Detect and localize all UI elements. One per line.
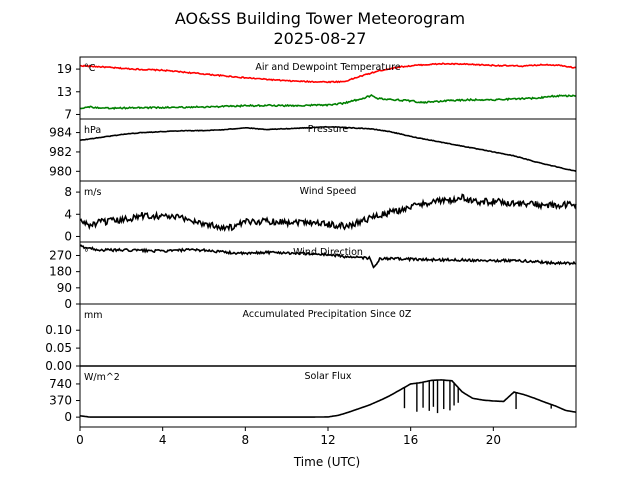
x-tick-label-4: 16	[403, 433, 418, 447]
y-tick-label-wind_dir-1: 90	[57, 281, 72, 295]
panel-unit-precip: mm	[84, 310, 103, 321]
x-tick-label-2: 8	[242, 433, 250, 447]
y-tick-label-precip-1: 0.05	[45, 341, 72, 355]
y-tick-label-pressure-0: 980	[49, 164, 72, 178]
figure-title-line2: 2025-08-27	[274, 29, 367, 48]
panel-title-wind_speed: Wind Speed	[300, 186, 357, 197]
panel-pressure: 980 982 984 hPa Pressure	[49, 118, 577, 182]
y-tick-label-solar-1: 370	[49, 394, 72, 408]
panel-unit-wind_speed: m/s	[84, 187, 101, 198]
panel-title-solar: Solar Flux	[305, 371, 352, 382]
y-tick-label-solar-0: 0	[64, 410, 72, 424]
panel-unit-wind_dir: °	[84, 248, 89, 259]
y-tick-label-wind_speed-2: 8	[64, 185, 72, 199]
y-tick-label-pressure-1: 982	[49, 145, 72, 159]
y-tick-label-temp-2: 19	[57, 62, 72, 76]
y-tick-label-solar-2: 740	[49, 377, 72, 391]
y-tick-label-pressure-2: 984	[49, 126, 72, 140]
series-line-temp-0	[79, 62, 577, 84]
panel-title-precip: Accumulated Precipitation Since 0Z	[243, 309, 412, 320]
x-tick-label-1: 4	[159, 433, 167, 447]
panel-title-temp: Air and Dewpoint Temperature	[255, 62, 400, 73]
y-tick-label-precip-0: 0.00	[45, 359, 72, 373]
panel-unit-solar: W/m^2	[84, 372, 120, 383]
series-line-wind_dir-0	[79, 244, 577, 269]
y-tick-label-wind_speed-0: 0	[64, 229, 72, 243]
panel-title-pressure: Pressure	[308, 124, 349, 135]
y-tick-label-wind_dir-0: 0	[64, 297, 72, 311]
figure-title-line1: AO&SS Building Tower Meteorogram	[175, 9, 465, 28]
panel-wind_dir: 0 90 180 270 ° Wind Direction	[49, 241, 577, 311]
y-tick-label-precip-2: 0.10	[45, 323, 72, 337]
x-axis-label: Time (UTC)	[293, 455, 360, 469]
series-line-solar-0	[79, 379, 577, 418]
y-tick-label-wind_speed-1: 4	[64, 207, 72, 221]
x-tick-label-3: 12	[320, 433, 335, 447]
panel-wind_speed: 0 4 8 m/s Wind Speed	[64, 180, 577, 243]
y-tick-label-temp-1: 13	[57, 85, 72, 99]
panel-unit-pressure: hPa	[84, 125, 101, 136]
panel-solar: 0 370 740 W/m^2 Solar Flux	[49, 365, 577, 428]
series-line-pressure-0	[79, 125, 577, 173]
x-tick-label-0: 0	[76, 433, 84, 447]
series-line-wind_speed-0	[79, 193, 577, 232]
x-axis: 0 4 8 12 16 20	[76, 427, 501, 447]
x-tick-label-5: 20	[486, 433, 501, 447]
panel-title-wind_dir: Wind Direction	[293, 247, 363, 258]
panel-unit-temp: °C	[84, 63, 96, 74]
y-tick-label-temp-0: 7	[64, 107, 72, 121]
y-tick-label-wind_dir-2: 180	[49, 265, 72, 279]
y-tick-label-wind_dir-3: 270	[49, 248, 72, 262]
panel-precip: 0.00 0.05 0.10 mm Accumulated Precipitation …	[45, 303, 577, 373]
series-line-temp-1	[79, 94, 577, 110]
panel-temp: 7 13 19 °C Air and Dewpoint Temperature	[57, 56, 577, 121]
